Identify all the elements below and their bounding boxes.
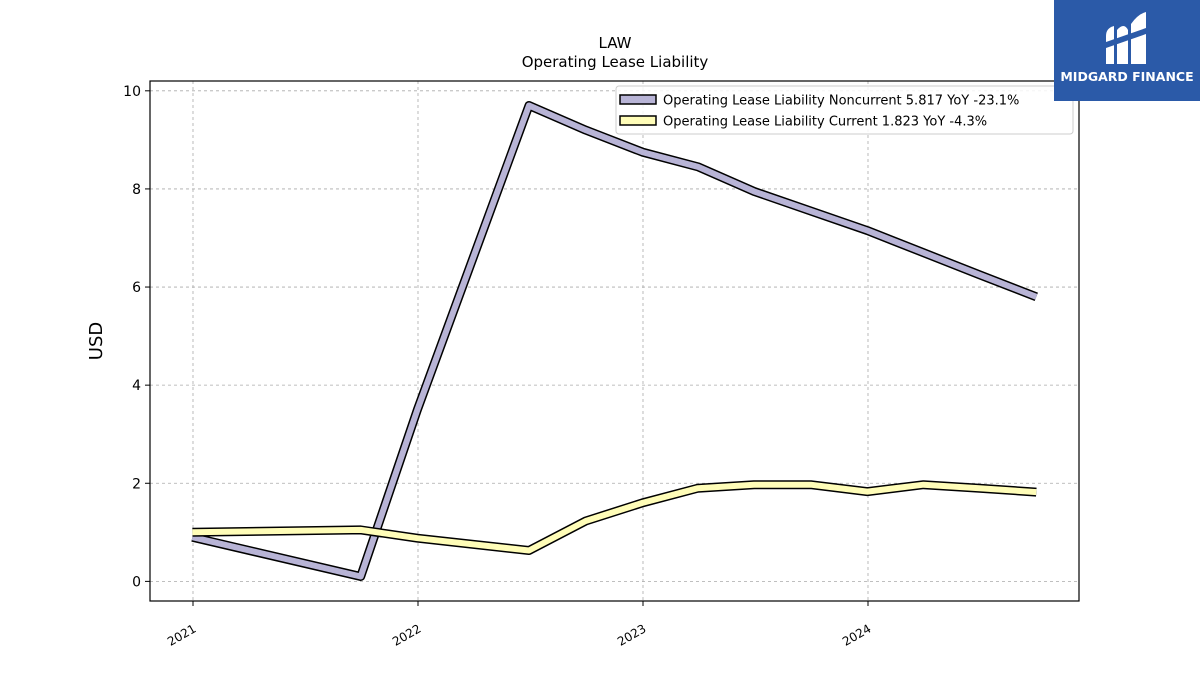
y-tick-label: 10 — [123, 84, 141, 100]
series-fill — [192, 481, 1037, 554]
brand-logo: MIDGARD FINANCE — [1054, 0, 1200, 101]
y-tick-label: 8 — [132, 182, 141, 198]
series-lines — [191, 101, 1038, 581]
series-outline — [191, 101, 1038, 581]
series-1-line — [191, 101, 1038, 581]
y-tick-label: 4 — [132, 378, 141, 394]
plot-frame — [149, 80, 1080, 602]
grid — [150, 81, 1079, 601]
y-tick-label: 2 — [132, 476, 141, 492]
legend-label: Operating Lease Liability Current 1.823 … — [663, 115, 987, 130]
legend-swatch — [619, 115, 657, 126]
x-tick-label: 2021 — [165, 621, 198, 648]
x-tick-label: 2023 — [615, 621, 648, 648]
legend-box — [615, 85, 1074, 135]
y-tick-label: 6 — [132, 280, 141, 296]
x-tick-label: 2024 — [840, 621, 873, 648]
legend-label: Operating Lease Liability Noncurrent 5.8… — [663, 94, 1019, 109]
y-axis-label: USD — [86, 322, 107, 360]
chart-title: LAW — [599, 34, 632, 52]
brand-mark-icon — [1106, 12, 1146, 64]
series-outline — [192, 480, 1037, 555]
y-axis: 0 2 4 6 8 10 — [123, 84, 150, 590]
brand-name: MIDGARD FINANCE — [1060, 69, 1194, 84]
series-fill — [191, 102, 1038, 580]
x-tick-label: 2022 — [390, 621, 423, 648]
x-axis: 2021 2022 2023 2024 — [165, 601, 874, 649]
legend-swatch — [619, 94, 657, 105]
legend: Operating Lease Liability Noncurrent 5.8… — [615, 85, 1074, 135]
chart-subtitle: Operating Lease Liability — [522, 53, 709, 71]
series-2-line — [192, 480, 1037, 555]
y-tick-label: 0 — [132, 574, 141, 590]
